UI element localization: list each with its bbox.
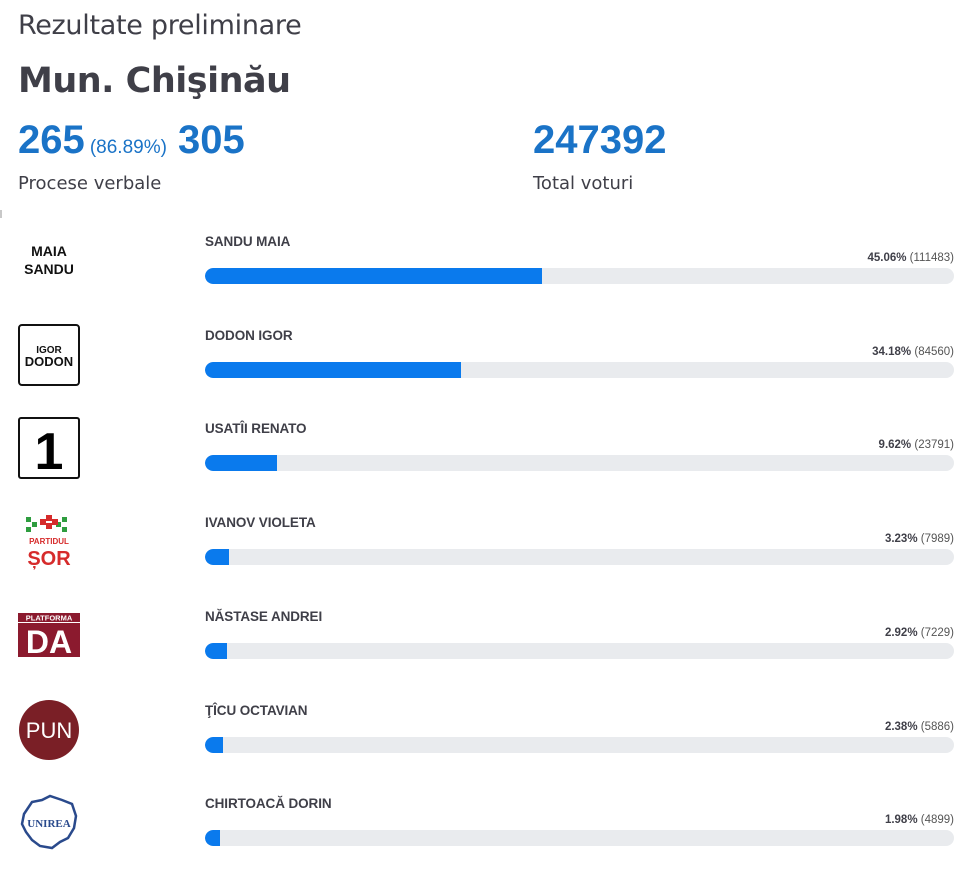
region-title: Mun. Chişinău — [18, 61, 291, 101]
candidate-result: 34.18% (84560) — [872, 346, 954, 358]
candidate-votes: (7229) — [920, 627, 954, 639]
votes-count: 247392 — [533, 120, 666, 160]
counted-value: 265 — [18, 118, 85, 162]
result-bar-fill — [205, 830, 220, 846]
result-bar-fill — [205, 737, 223, 753]
candidate-name: USATÎI RENATO — [205, 421, 307, 436]
candidate-result: 45.06% (111483) — [867, 252, 954, 264]
candidate-votes: (5886) — [920, 721, 954, 733]
result-bar — [205, 830, 954, 846]
edge-marker — [0, 210, 2, 218]
result-bar-fill — [205, 362, 461, 378]
result-bar-fill — [205, 268, 543, 284]
candidate-row: IGOR DODON DODON IGOR 34.18% (84560) — [0, 324, 964, 404]
candidate-row: UNIREA CHIRTOACĂ DORIN 1.98% (4899) — [0, 792, 964, 872]
svg-text:DA: DA — [26, 624, 72, 660]
unirea-logo: UNIREA — [20, 794, 78, 850]
candidate-name: IVANOV VIOLETA — [205, 515, 316, 530]
candidate-name: DODON IGOR — [205, 328, 293, 343]
maia-sandu-logo: MAIA SANDU — [24, 243, 74, 277]
candidate-percent: 2.92% — [884, 627, 918, 639]
total-protocols: 305 — [178, 118, 245, 162]
total-votes-value: 247392 — [533, 118, 667, 162]
svg-text:PLATFORMA: PLATFORMA — [26, 614, 73, 623]
svg-text:ȘOR: ȘOR — [27, 548, 71, 570]
candidate-result: 9.62% (23791) — [879, 439, 954, 451]
candidate-percent: 45.06% — [867, 252, 907, 264]
result-bar-fill — [205, 643, 227, 659]
platforma-da-logo: PLATFORMA DA — [18, 613, 80, 660]
candidate-name: CHIRTOACĂ DORIN — [205, 796, 332, 811]
svg-text:MAIA: MAIA — [31, 243, 67, 259]
candidate-row: 1 USATÎI RENATO 9.62% (23791) — [0, 417, 964, 497]
candidate-percent: 9.62% — [878, 439, 912, 451]
result-bar — [205, 549, 954, 565]
svg-text:DODON: DODON — [25, 354, 73, 369]
svg-text:IGOR: IGOR — [36, 345, 62, 356]
candidate-result: 2.38% (5886) — [885, 721, 954, 733]
candidate-row: MAIA SANDU SANDU MAIA 45.06% (111483) — [0, 230, 964, 310]
result-bar — [205, 268, 954, 284]
svg-text:PARTIDUL: PARTIDUL — [29, 537, 69, 546]
svg-text:1: 1 — [35, 423, 64, 479]
candidate-votes: (84560) — [914, 346, 954, 358]
result-bar — [205, 455, 954, 471]
candidate-name: ŢÎCU OCTAVIAN — [205, 703, 308, 718]
candidate-result: 2.92% (7229) — [885, 627, 954, 639]
candidate-votes: (4899) — [920, 814, 954, 826]
svg-text:SANDU: SANDU — [24, 261, 74, 277]
result-bar — [205, 362, 954, 378]
svg-text:UNIREA: UNIREA — [27, 818, 70, 830]
candidate-result: 1.98% (4899) — [885, 814, 954, 826]
partidul-sor-logo: PARTIDUL ȘOR — [26, 515, 71, 570]
page-title: Rezultate preliminare — [18, 10, 302, 41]
igor-dodon-logo: IGOR DODON — [18, 324, 80, 386]
candidate-votes: (7989) — [920, 533, 954, 545]
candidate-name: NĂSTASE ANDREI — [205, 609, 323, 624]
candidate-percent: 3.23% — [884, 533, 918, 545]
candidate-row: PARTIDUL ȘOR IVANOV VIOLETA 3.23% (7989) — [0, 511, 964, 591]
counted-percent: (86.89%) — [89, 137, 167, 158]
votes-label: Total voturi — [533, 173, 634, 194]
protocols-count: 265 (86.89%) 305 — [18, 120, 245, 160]
partidul-nostru-logo: 1 — [18, 417, 80, 479]
result-bar — [205, 643, 954, 659]
result-bar-fill — [205, 549, 230, 565]
candidate-votes: (23791) — [914, 439, 954, 451]
candidate-percent: 2.38% — [884, 721, 918, 733]
candidate-row: PUN ŢÎCU OCTAVIAN 2.38% (5886) — [0, 699, 964, 779]
candidate-row: PLATFORMA DA NĂSTASE ANDREI 2.92% (7229) — [0, 605, 964, 685]
protocols-label: Procese verbale — [18, 173, 162, 194]
candidate-result: 3.23% (7989) — [885, 533, 954, 545]
candidate-votes: (111483) — [909, 252, 954, 264]
svg-text:PUN: PUN — [26, 718, 72, 743]
candidate-name: SANDU MAIA — [205, 234, 291, 249]
candidate-percent: 34.18% — [872, 346, 912, 358]
pun-logo: PUN — [19, 700, 79, 760]
result-bar-fill — [205, 455, 278, 471]
candidate-percent: 1.98% — [884, 814, 918, 826]
result-bar — [205, 737, 954, 753]
